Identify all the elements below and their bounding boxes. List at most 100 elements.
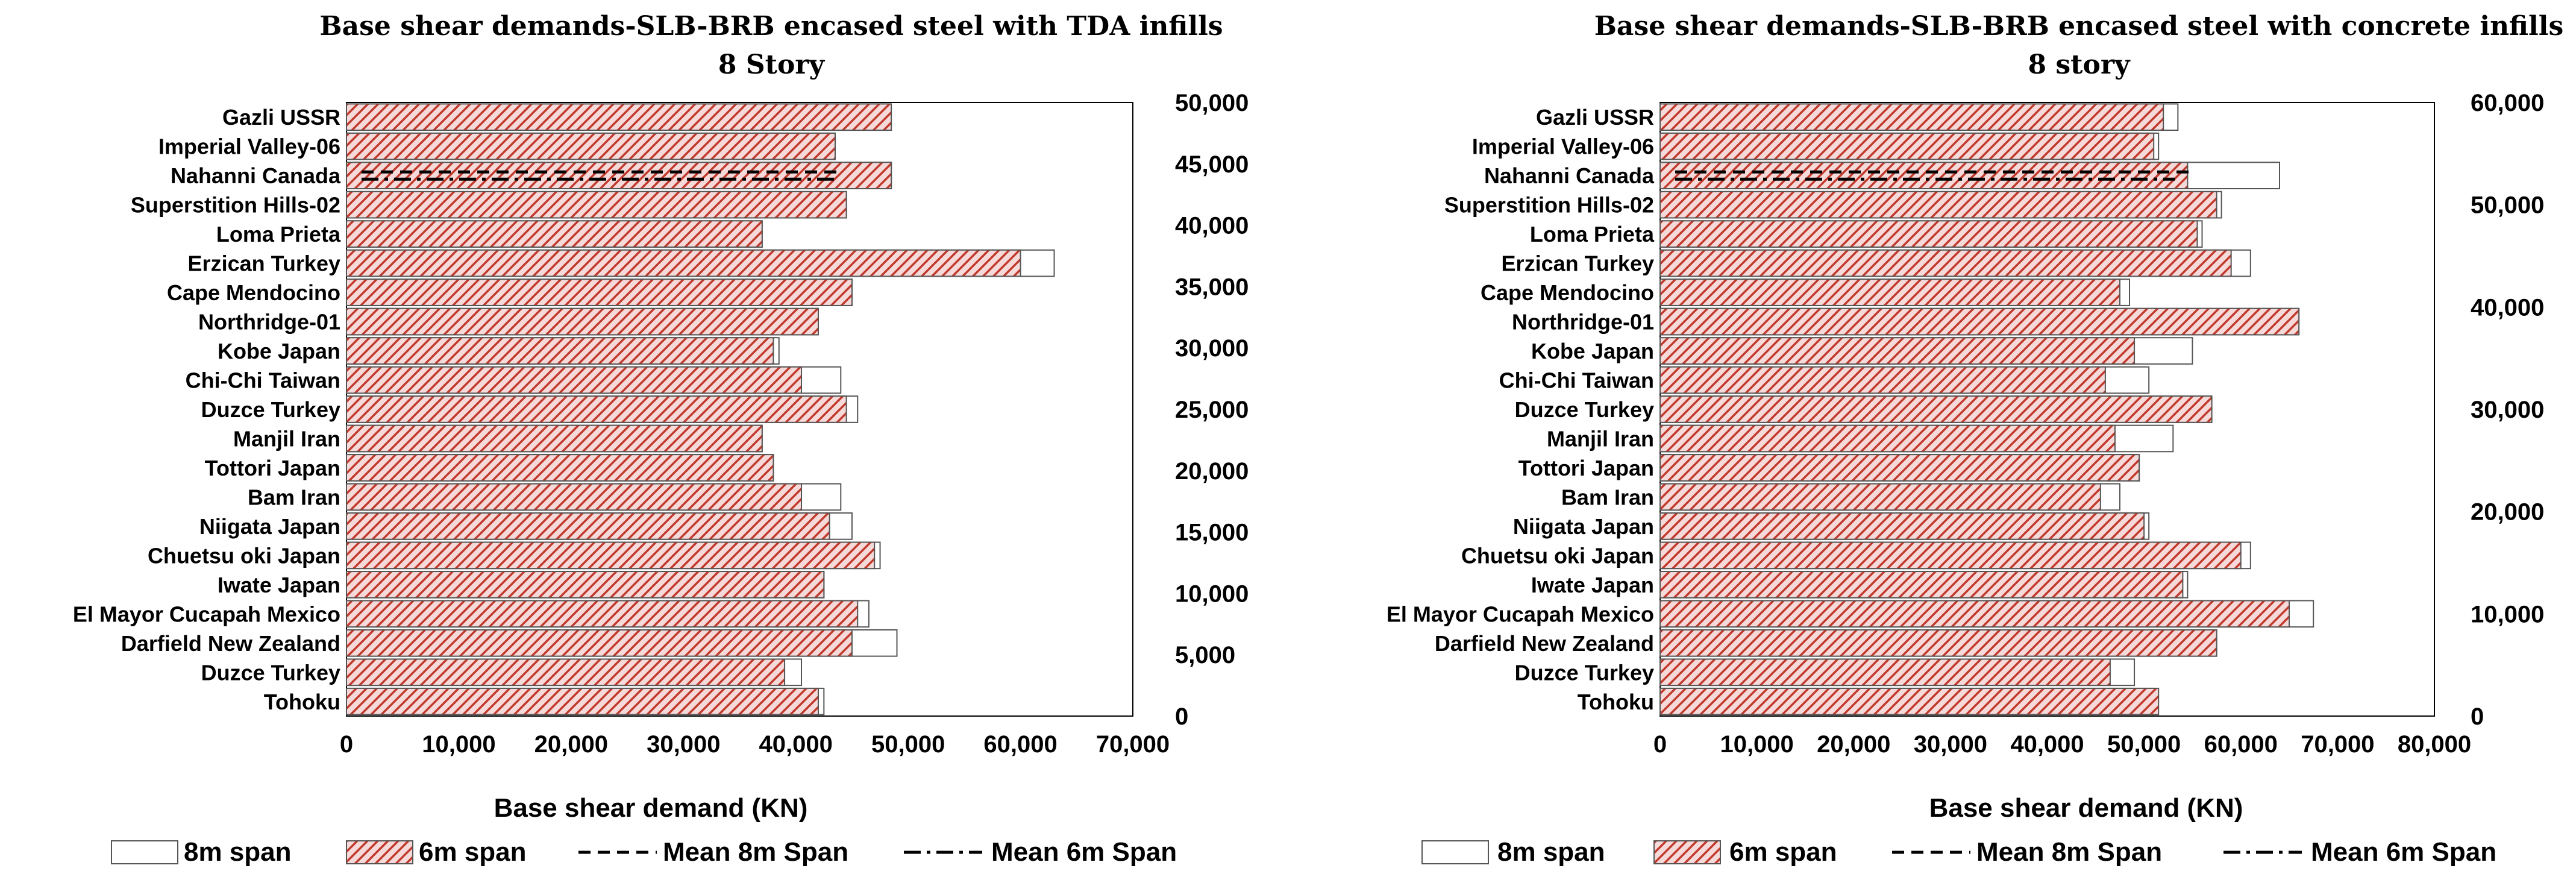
secondary-y-tick-label: 0 <box>1175 703 1188 730</box>
category-label: El Mayor Cucapah Mexico <box>73 602 340 626</box>
bar-6m-span <box>346 220 763 248</box>
secondary-y-tick-label: 20,000 <box>2471 499 2544 526</box>
category-label: Erzican Turkey <box>188 251 340 276</box>
bar-6m-span <box>1659 687 2160 715</box>
category-label: Gazli USSR <box>222 105 340 130</box>
secondary-y-tick-label: 60,000 <box>2471 90 2544 116</box>
category-label: Manjil Iran <box>233 426 340 451</box>
category-label: Chi-Chi Taiwan <box>1499 368 1654 393</box>
secondary-y-tick-label: 50,000 <box>2471 192 2544 219</box>
bar-6m-span <box>1659 454 2140 482</box>
legend-1-swatch-6m <box>346 840 413 864</box>
bar-6m-span <box>346 629 853 657</box>
x-tick-label: 50,000 <box>2107 731 2181 758</box>
secondary-y-tick-label: 30,000 <box>2471 397 2544 423</box>
category-label: Tottori Japan <box>205 456 340 480</box>
bar-6m-span <box>346 658 786 687</box>
x-tick-label: 50,000 <box>871 731 945 758</box>
category-label: Loma Prieta <box>1530 222 1655 247</box>
bar-6m-span <box>346 541 876 570</box>
x-tick-label: 30,000 <box>647 731 720 758</box>
legend-2-label-mean-8m: Mean 8m Span <box>1976 837 2162 867</box>
legend-1: 8m span 6m span Mean 8m Span Mean 6m Spa… <box>111 837 1177 867</box>
category-label: Niigata Japan <box>199 514 340 539</box>
secondary-y-tick-label: 10,000 <box>2471 601 2544 627</box>
secondary-y-tick-label: 35,000 <box>1175 274 1249 300</box>
bar-6m-span <box>1659 103 2164 131</box>
bar-6m-span <box>1659 307 2300 336</box>
legend-2-label-8m: 8m span <box>1497 837 1605 867</box>
x-tick-label: 60,000 <box>2204 731 2278 758</box>
category-label: Bam Iran <box>1561 485 1654 509</box>
bar-6m-span <box>1659 541 2242 570</box>
x-tick-label: 0 <box>1653 731 1667 758</box>
category-label: Superstition Hills-02 <box>131 193 340 218</box>
bar-6m-span <box>346 454 774 482</box>
bar-6m-span <box>346 687 819 715</box>
legend-2-swatch-6m <box>1653 840 1721 864</box>
x-tick-label: 20,000 <box>1817 731 1890 758</box>
bar-6m-span <box>1659 278 2120 306</box>
chart-1-plot-area: Gazli USSR Imperial Valley-06 Nahanni Cana… <box>73 90 1249 758</box>
chart-2: Base shear demands-SLB-BRB encased steel… <box>1387 11 2563 823</box>
legend-1-label-mean-8m: Mean 8m Span <box>663 837 848 867</box>
bar-6m-span <box>1659 366 2106 394</box>
category-label: Duzce Turkey <box>1515 397 1654 422</box>
category-label: Darfield New Zealand <box>121 631 340 656</box>
category-label: Tohoku <box>1578 690 1654 714</box>
x-tick-label: 70,000 <box>1096 731 1170 758</box>
legend-1-swatch-8m <box>111 840 178 864</box>
category-label: Erzican Turkey <box>1502 251 1654 276</box>
chart-1: Base shear demands-SLB-BRB encased steel… <box>73 11 1249 823</box>
bar-6m-span <box>346 512 830 540</box>
chart-2-title: Base shear demands-SLB-BRB encased steel… <box>1594 11 2564 42</box>
chart-1-x-axis-title: Base shear demand (KN) <box>494 793 808 823</box>
secondary-y-tick-label: 5,000 <box>1175 642 1235 668</box>
x-tick-label: 80,000 <box>2398 731 2471 758</box>
x-tick-label: 0 <box>340 731 353 758</box>
bar-6m-span <box>346 162 892 190</box>
category-label: Niigata Japan <box>1513 514 1654 539</box>
secondary-y-tick-label: 45,000 <box>1175 151 1249 178</box>
bar-6m-span <box>1659 483 2101 511</box>
chart-1-title: Base shear demands-SLB-BRB encased steel… <box>319 11 1223 42</box>
bar-6m-span <box>1659 395 2213 423</box>
chart-2-plot-area: Gazli USSR Imperial Valley-06 Nahanni Cana… <box>1387 90 2544 758</box>
secondary-y-tick-label: 15,000 <box>1175 520 1249 546</box>
category-label: Imperial Valley-06 <box>1472 134 1654 159</box>
bar-6m-span <box>1659 249 2232 277</box>
secondary-y-tick-label: 30,000 <box>1175 335 1249 362</box>
x-tick-label: 70,000 <box>2301 731 2374 758</box>
chart-1-subtitle: 8 Story <box>718 49 826 80</box>
category-label: Tottori Japan <box>1518 456 1654 480</box>
bar-6m-span <box>1659 337 2136 365</box>
bar-6m-span <box>346 337 774 365</box>
bar-6m-span <box>346 571 825 599</box>
category-label: Kobe Japan <box>218 339 340 363</box>
secondary-y-tick-label: 50,000 <box>1175 90 1249 116</box>
bar-6m-span <box>346 483 803 511</box>
category-label: Northridge-01 <box>198 310 340 335</box>
bar-6m-span <box>346 103 892 131</box>
category-label: Northridge-01 <box>1512 310 1654 335</box>
x-tick-label: 10,000 <box>1720 731 1793 758</box>
category-label: El Mayor Cucapah Mexico <box>1387 602 1654 626</box>
category-label: Iwate Japan <box>218 573 340 597</box>
legend-2-swatch-8m <box>1421 840 1489 864</box>
category-label: Darfield New Zealand <box>1435 631 1654 656</box>
category-label: Manjil Iran <box>1547 426 1654 451</box>
category-label: Chi-Chi Taiwan <box>186 368 340 393</box>
category-label: Duzce Turkey <box>201 397 340 422</box>
bar-6m-span <box>1659 512 2145 540</box>
chart-2-x-axis-title: Base shear demand (KN) <box>1929 793 2243 823</box>
bar-6m-span <box>1659 424 2116 453</box>
bar-6m-span <box>346 424 763 453</box>
bar-6m-span <box>1659 132 2155 160</box>
secondary-y-tick-label: 20,000 <box>1175 458 1249 485</box>
bar-6m-span <box>346 249 1021 277</box>
legend-1-label-mean-6m: Mean 6m Span <box>991 837 1177 867</box>
bar-6m-span <box>1659 600 2290 628</box>
bar-6m-span <box>346 600 859 628</box>
legend-2-label-6m: 6m span <box>1729 837 1837 867</box>
secondary-y-tick-label: 40,000 <box>2471 294 2544 321</box>
